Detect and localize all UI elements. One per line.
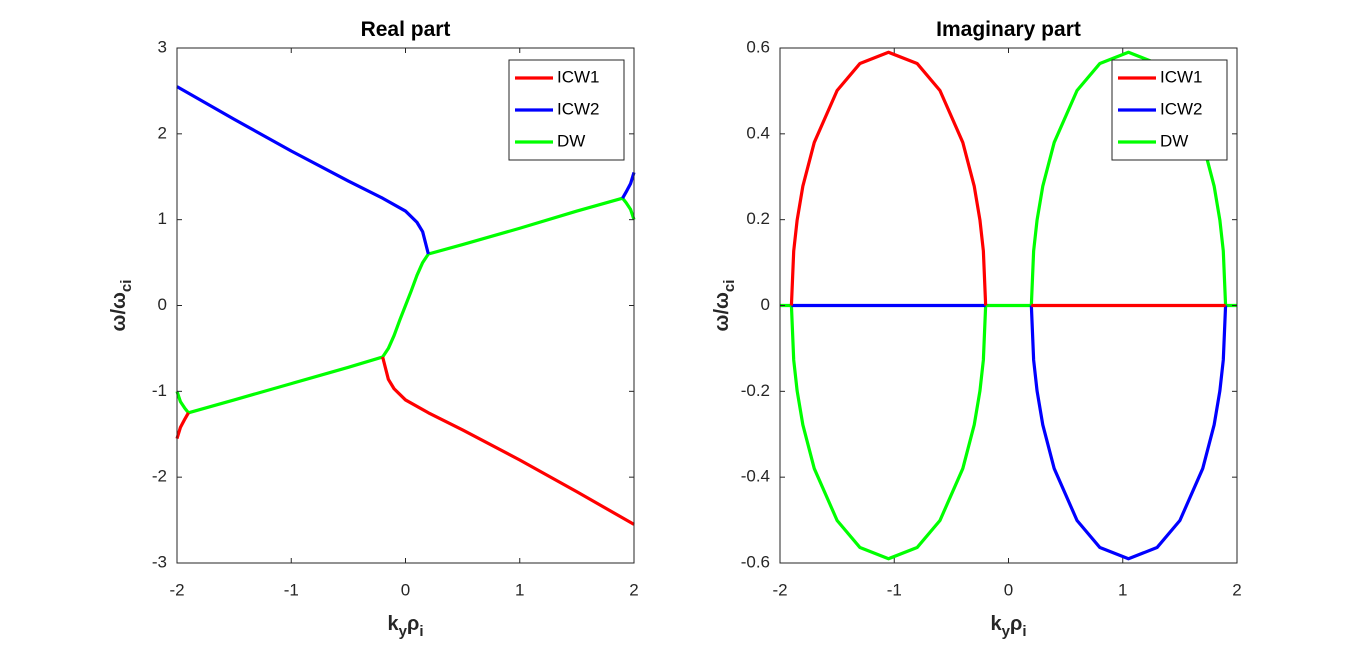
series-line [789,50,1226,308]
y-axis-label-part: ω/ω [711,292,733,331]
series-line [791,303,1228,561]
x-tick-label: -2 [169,580,184,599]
x-axis-label: kyρi [387,613,423,640]
y-axis-label-part: ci [721,280,738,293]
x-tick-label: -1 [887,580,902,599]
legend-label: DW [557,131,585,150]
x-tick-label: 0 [401,580,410,599]
x-tick-label: 2 [629,580,638,599]
x-tick-label: 1 [1118,580,1127,599]
x-tick-label: -2 [772,580,787,599]
chart-title: Imaginary part [936,18,1081,41]
x-axis-label: kyρi [990,613,1026,640]
series-line [176,85,636,255]
x-axis-label-part: ρ [407,613,419,635]
y-tick-label: 1 [158,209,167,228]
x-axis-label-part: k [387,613,399,635]
y-tick-label: 0.4 [746,123,770,142]
y-tick-label: 0.2 [746,209,770,228]
series-line [175,196,636,415]
legend-label: DW [1160,131,1188,150]
x-tick-label: 2 [1232,580,1241,599]
x-axis-label-part: k [990,613,1002,635]
y-tick-label: -3 [152,552,167,571]
x-axis-label-part: i [419,623,423,640]
legend-label: ICW2 [1160,99,1203,118]
x-axis-label-part: y [399,623,408,640]
y-tick-label: 0 [761,295,770,314]
x-axis-label-part: ρ [1010,613,1022,635]
y-tick-label: 2 [158,123,167,142]
legend-label: ICW1 [557,67,600,86]
x-tick-label: -1 [284,580,299,599]
y-tick-label: 0 [158,295,167,314]
y-tick-label: 0.6 [746,37,770,56]
x-axis-label-part: i [1022,623,1026,640]
y-tick-label: -0.6 [741,552,770,571]
y-tick-label: -1 [152,381,167,400]
x-tick-label: 1 [515,580,524,599]
y-tick-label: -0.4 [741,467,770,486]
series-line [175,356,635,526]
y-axis-label: ω/ωci [711,280,738,332]
x-tick-label: 0 [1004,580,1013,599]
legend-label: ICW2 [557,99,600,118]
y-axis-label-part: ω/ω [108,292,130,331]
legend-label: ICW1 [1160,67,1203,86]
x-axis-label-part: y [1002,623,1011,640]
y-axis-label: ω/ωci [108,280,135,332]
chart-title: Real part [361,18,451,41]
y-axis-label-part: ci [118,280,135,293]
y-tick-label: -0.2 [741,381,770,400]
y-tick-label: -2 [152,467,167,486]
y-tick-label: 3 [158,37,167,56]
